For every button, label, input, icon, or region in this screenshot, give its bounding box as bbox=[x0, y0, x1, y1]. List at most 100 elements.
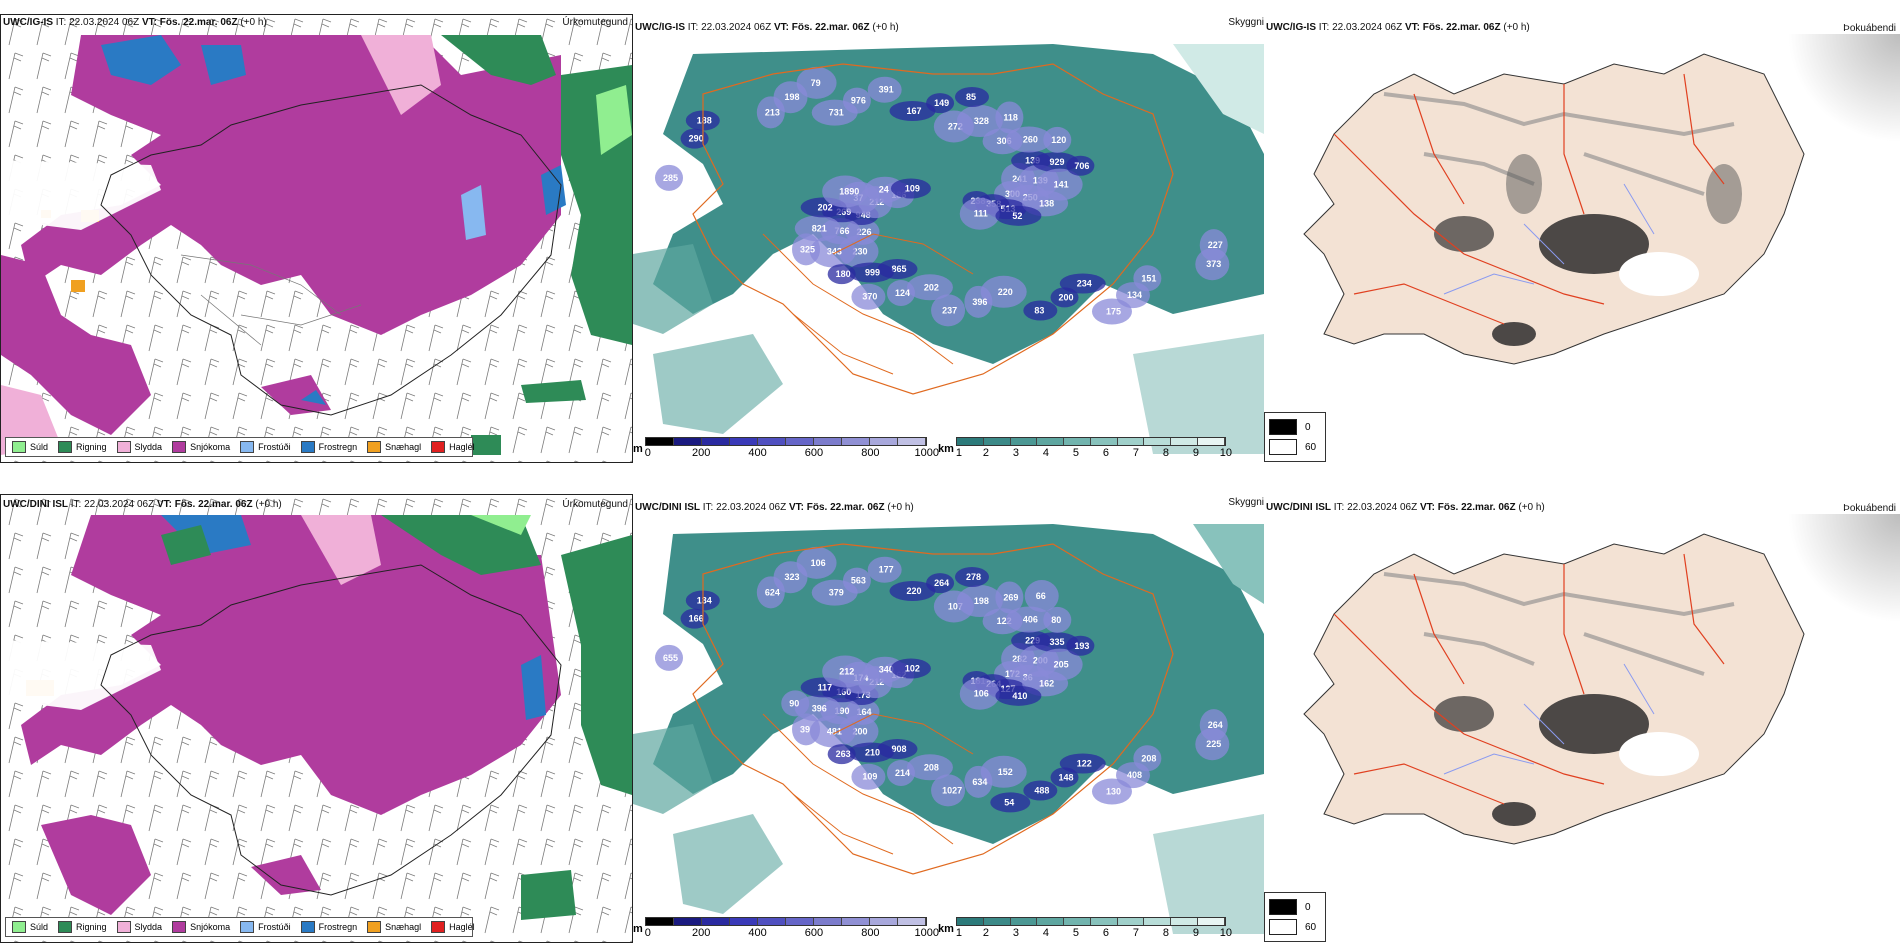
colorbar-cell bbox=[785, 438, 814, 445]
elevation-label: 234 bbox=[1077, 278, 1092, 288]
elevation-label: 391 bbox=[879, 85, 894, 95]
fog-scale-label: 0 bbox=[1305, 901, 1311, 913]
precip-legend: Súld Rigning Slydda Snjókoma Frostúði Frostre… bbox=[5, 917, 475, 937]
fog-index-map bbox=[1264, 514, 1900, 934]
cloud-blob bbox=[1023, 780, 1058, 801]
precip-panel-row2: UWC/DINI ISL IT: 22.03.2024 06Z VT: Fös.… bbox=[0, 494, 633, 943]
elevation-label: 139 bbox=[1025, 156, 1040, 166]
cloud-blob bbox=[954, 566, 989, 587]
colorbar-cell bbox=[1171, 438, 1199, 445]
legend-item: Slydda bbox=[116, 441, 163, 453]
legend-swatch bbox=[58, 921, 73, 933]
colorbar-cell bbox=[956, 918, 984, 925]
cloud-blob bbox=[809, 715, 856, 748]
elevation-label: 198 bbox=[785, 92, 800, 102]
elevation-label: 865 bbox=[891, 264, 906, 274]
cloud-blob bbox=[1195, 728, 1230, 761]
legend-swatch bbox=[300, 441, 315, 453]
legend-label: Haglél bbox=[449, 442, 475, 452]
cloud-blob bbox=[1091, 778, 1132, 805]
elevation-label: 122 bbox=[1077, 758, 1092, 768]
cloud-blob bbox=[906, 274, 953, 301]
legend-item: Súld bbox=[12, 921, 48, 933]
fog-panel-row1: UWC/IG-IS IT: 22.03.2024 06Z VT: Fös. 22… bbox=[1264, 14, 1900, 463]
elevation-label: 410 bbox=[1012, 691, 1027, 701]
elevation-label: 731 bbox=[829, 108, 844, 118]
fog-scale-swatch bbox=[1269, 899, 1297, 915]
fog-scale-row: 60 bbox=[1269, 917, 1321, 937]
cloud-blob bbox=[1066, 635, 1095, 656]
panel-title: Skyggni bbox=[1228, 17, 1264, 28]
cloud-blob bbox=[1050, 767, 1079, 788]
colorbar-cell bbox=[785, 918, 814, 925]
elevation-label: 214 bbox=[895, 768, 910, 778]
legend-item: Snæhagl bbox=[367, 921, 421, 933]
colorbar-tick: 8 bbox=[1162, 447, 1169, 459]
colorbar-cell bbox=[645, 438, 674, 445]
cloud-blob bbox=[827, 264, 856, 285]
cloud-blob bbox=[1005, 606, 1052, 633]
colorbar-cell bbox=[1144, 438, 1172, 445]
colorbar-tick: 3 bbox=[1012, 447, 1019, 459]
legend-item: Snjókoma bbox=[172, 921, 230, 933]
legend-swatch bbox=[116, 921, 131, 933]
colorbar-tick: 2 bbox=[982, 447, 989, 459]
cloud-blob bbox=[655, 644, 683, 671]
colorbar-cell bbox=[1090, 438, 1118, 445]
fog-scale-row: 60 bbox=[1269, 437, 1321, 457]
elevation-label: 200 bbox=[1059, 292, 1074, 302]
legend-item: Rigning bbox=[58, 441, 107, 453]
panel-header: UWC/DINI ISL IT: 22.03.2024 06Z VT: Fös.… bbox=[1266, 502, 1545, 513]
elevation-label: 107 bbox=[948, 601, 963, 611]
colorbar-tick: 4 bbox=[1042, 927, 1049, 939]
cloud-blob bbox=[926, 93, 955, 114]
elevation-label: 138 bbox=[1039, 198, 1054, 208]
elevation-label: 177 bbox=[879, 565, 894, 575]
elevation-label: 263 bbox=[836, 749, 851, 759]
legend-item: Snæhagl bbox=[367, 441, 421, 453]
elevation-label: 1027 bbox=[942, 785, 962, 795]
colorbar-tick: 10 bbox=[1219, 927, 1233, 939]
legend-item: Frostregn bbox=[300, 441, 358, 453]
panel-header: UWC/IG-IS IT: 22.03.2024 06Z VT: Fös. 22… bbox=[635, 22, 899, 33]
legend-label: Frostregn bbox=[318, 442, 358, 452]
colorbar-cell bbox=[673, 438, 702, 445]
cloud-blob bbox=[827, 744, 856, 765]
colorbar-tick: 8 bbox=[1162, 927, 1169, 939]
cloud-blob bbox=[847, 742, 894, 763]
elevation-label: 167 bbox=[906, 106, 921, 116]
cloud-blob bbox=[995, 101, 1024, 134]
cloud-blob bbox=[781, 690, 810, 717]
cloud-blob bbox=[842, 87, 871, 114]
legend-swatch bbox=[172, 921, 187, 933]
elevation-label: 285 bbox=[663, 173, 678, 183]
elevation-label: 180 bbox=[836, 269, 851, 279]
legend-label: Snjókoma bbox=[190, 922, 231, 932]
elevation-label: 134 bbox=[697, 596, 712, 606]
elevation-label: 54 bbox=[1004, 797, 1014, 807]
cloud-blob bbox=[931, 774, 966, 807]
colorbar-tick: 200 bbox=[691, 447, 711, 459]
cloud-blob bbox=[956, 105, 1003, 138]
colorbar-tick: 1000 bbox=[914, 447, 940, 459]
elevation-label: 212 bbox=[839, 667, 854, 677]
elevation-label: 237 bbox=[942, 305, 957, 315]
precip-panel-row1: UWC/IG-IS IT: 22.03.2024 06Z VT: Fös. 22… bbox=[0, 14, 633, 463]
cloud-blob bbox=[964, 285, 993, 318]
cloud-blob bbox=[1023, 300, 1058, 321]
colorbar-cell bbox=[645, 918, 674, 925]
elevation-label: 328 bbox=[974, 116, 989, 126]
elevation-label: 340 bbox=[879, 665, 894, 675]
cloud-blob bbox=[995, 205, 1042, 226]
legend-label: Slydda bbox=[134, 442, 163, 452]
elevation-label: 481 bbox=[827, 726, 842, 736]
colorbar-tick: 600 bbox=[804, 927, 824, 939]
legend-item: Frostúði bbox=[240, 441, 291, 453]
height-colorbar: m 0 200 400 600 800 1000 bbox=[633, 437, 939, 460]
cloud-blob bbox=[1050, 287, 1079, 308]
legend-item: Frostúði bbox=[240, 921, 291, 933]
cloud-blob bbox=[931, 294, 966, 327]
elevation-label: 306 bbox=[997, 136, 1012, 146]
elevation-label: 124 bbox=[895, 288, 910, 298]
legend-label: Súld bbox=[30, 922, 49, 932]
